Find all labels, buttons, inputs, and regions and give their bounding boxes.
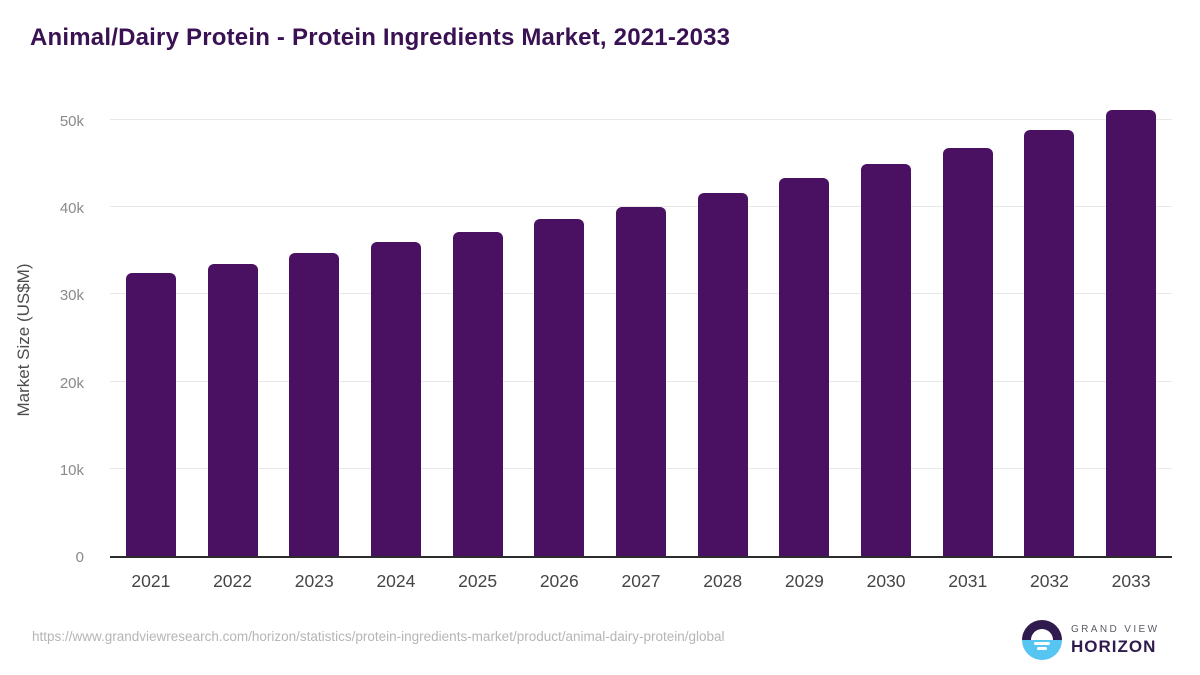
y-tick-label-30k: 30k <box>59 287 84 305</box>
x-tick-label-2025: 2025 <box>458 571 498 591</box>
y-axis-ticks: 0 10k 20k 30k 40k 50k <box>0 113 96 566</box>
bar-2023 <box>289 253 340 556</box>
x-tick-label-2031: 2031 <box>948 571 988 591</box>
x-tick-label-2032: 2032 <box>1029 571 1069 591</box>
bar-2029 <box>779 178 830 556</box>
brand-name-bottom: HORIZON <box>1071 637 1157 656</box>
y-tick-label-40k: 40k <box>59 200 84 218</box>
plot-area <box>110 109 1172 558</box>
y-tick-label-0: 0 <box>75 549 84 566</box>
bar-2031 <box>942 147 993 556</box>
x-tick-label-2023: 2023 <box>294 571 334 591</box>
y-tick-label-20k: 20k <box>59 374 84 392</box>
bar-2027 <box>616 207 666 556</box>
icon-sun <box>1031 629 1053 640</box>
brand-text: GRAND VIEW HORIZON <box>1071 624 1160 656</box>
bar-2032 <box>1024 130 1075 556</box>
bar-2021 <box>125 273 176 556</box>
icon-reflection-stripe <box>1037 647 1047 650</box>
x-tick-label-2033: 2033 <box>1111 571 1151 591</box>
x-tick-label-2030: 2030 <box>866 571 906 591</box>
source-url: https://www.grandviewresearch.com/horizo… <box>32 629 725 644</box>
x-tick-label-2028: 2028 <box>703 571 743 591</box>
brand-name-top: GRAND VIEW <box>1071 624 1160 635</box>
y-tick-label-10k: 10k <box>59 461 84 479</box>
gridline-50k <box>110 119 1172 120</box>
x-tick-label-2027: 2027 <box>621 571 661 591</box>
horizon-sun-icon <box>1022 620 1062 660</box>
x-tick-label-2026: 2026 <box>539 571 579 591</box>
x-axis-labels: 2021 2022 2023 2024 2025 2026 2027 2028 2029 2030… <box>110 571 1172 595</box>
bar-2025 <box>452 231 503 556</box>
x-tick-label-2022: 2022 <box>213 571 252 591</box>
brand-logo: GRAND VIEW HORIZON <box>1022 620 1159 660</box>
bar-2033 <box>1106 109 1157 556</box>
x-tick-label-2029: 2029 <box>784 571 824 591</box>
bar-2022 <box>207 263 258 556</box>
bar-2030 <box>861 163 912 556</box>
bar-2028 <box>697 193 748 556</box>
icon-reflection-stripe <box>1034 642 1050 645</box>
icon-sea-half <box>1022 640 1062 660</box>
bar-2026 <box>534 219 585 556</box>
y-tick-label-50k: 50k <box>59 113 84 130</box>
chart-title: Animal/Dairy Protein - Protein Ingredien… <box>30 24 731 51</box>
bar-2024 <box>370 242 421 556</box>
gridline-40k <box>110 206 1172 208</box>
x-tick-label-2021: 2021 <box>131 571 171 591</box>
x-tick-label-2024: 2024 <box>376 571 416 591</box>
